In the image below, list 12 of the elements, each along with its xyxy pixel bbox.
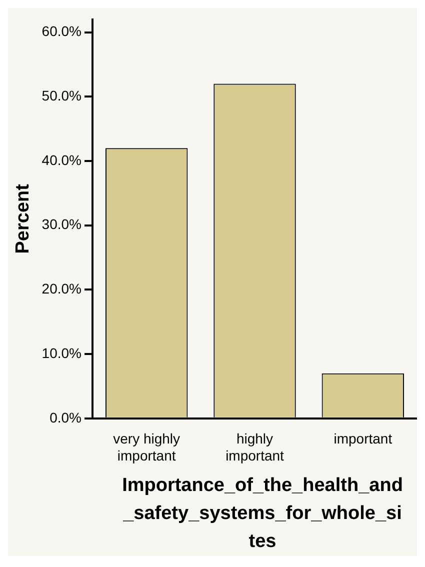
x-tick-label: very highly important [113,430,180,464]
x-tick-label: important [334,430,392,447]
y-tick-label: 0.0% [50,409,82,426]
y-tick-label: 60.0% [42,23,82,40]
y-tick-label: 20.0% [42,280,82,297]
y-tick-label: 30.0% [42,216,82,232]
y-tick-label: 40.0% [42,152,82,168]
y-tick-label: 50.0% [42,87,82,104]
y-axis-title: Percent [12,183,34,254]
x-axis-title: Importance_of_the_health_and_safety_systems_for_whole_sites [121,474,404,554]
y-tick-label: 10.0% [42,344,82,361]
x-tick-label: highly important [226,430,284,464]
